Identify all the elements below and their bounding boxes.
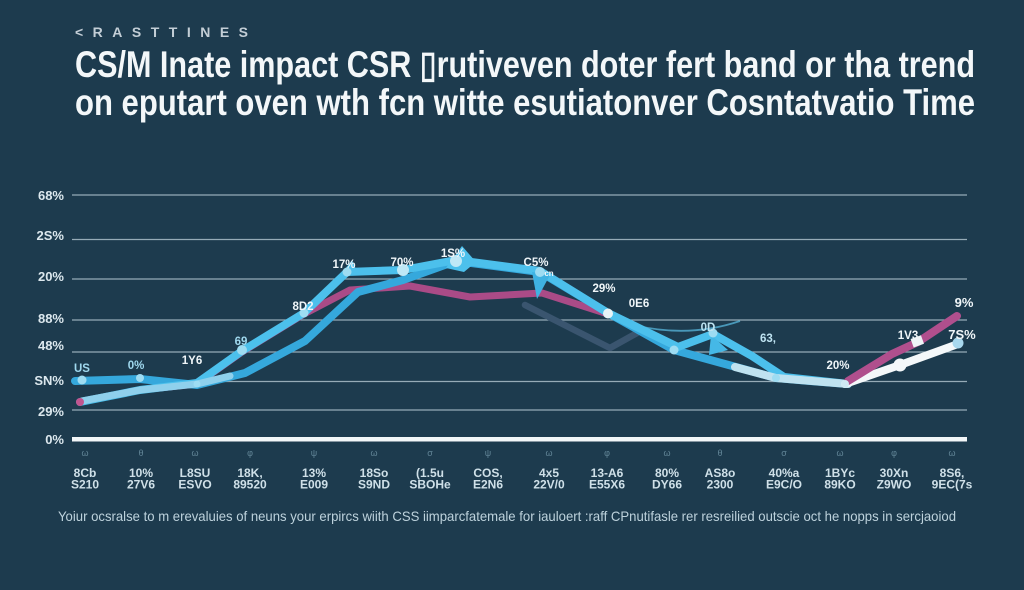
svg-text:89520: 89520 <box>233 478 267 492</box>
svg-text:1BYc: 1BYc <box>825 466 855 480</box>
svg-text:29%: 29% <box>592 283 615 295</box>
svg-text:63,: 63, <box>760 333 776 345</box>
svg-text:on eputart oven wth fcn witte: on eputart oven wth fcn witte esutiatonv… <box>75 82 975 123</box>
svg-text:9%: 9% <box>955 295 974 310</box>
svg-text:29%: 29% <box>38 404 64 419</box>
svg-text:13-A6: 13-A6 <box>591 466 624 480</box>
svg-text:1V3: 1V3 <box>898 330 918 342</box>
svg-text:17%: 17% <box>332 259 355 271</box>
svg-text:L8SU: L8SU <box>180 466 211 480</box>
svg-text:8S6,: 8S6, <box>940 466 965 480</box>
svg-text:10%: 10% <box>129 466 153 480</box>
svg-text:φ: φ <box>247 448 253 458</box>
svg-text:2300: 2300 <box>707 478 734 492</box>
svg-text:US: US <box>74 363 90 375</box>
svg-text:φ: φ <box>604 448 610 458</box>
svg-text:ω: ω <box>545 448 552 458</box>
svg-text:40%a: 40%a <box>769 466 800 480</box>
svg-text:18K,: 18K, <box>237 466 262 480</box>
svg-text:cn: cn <box>544 269 553 278</box>
svg-text:0%: 0% <box>45 432 64 447</box>
svg-text:σ: σ <box>427 448 433 458</box>
svg-text:E009: E009 <box>300 478 328 492</box>
svg-text:13%: 13% <box>302 466 326 480</box>
svg-text:0%: 0% <box>128 360 145 372</box>
svg-text:CS/M Inate impact CSR ▯rutivev: CS/M Inate impact CSR ▯rutiveven doter f… <box>75 44 975 85</box>
svg-text:2S%: 2S% <box>37 228 65 243</box>
svg-text:0E6: 0E6 <box>629 298 649 310</box>
svg-text:S9ND: S9ND <box>358 478 390 492</box>
svg-text:SN%: SN% <box>34 373 64 388</box>
svg-text:ω: ω <box>191 448 198 458</box>
svg-text:S210: S210 <box>71 478 99 492</box>
svg-text:0D: 0D <box>701 322 716 334</box>
svg-text:C5%: C5% <box>524 257 549 269</box>
svg-text:80%: 80% <box>655 466 679 480</box>
svg-text:(1.5u: (1.5u <box>416 466 444 480</box>
svg-text:20%: 20% <box>826 360 849 372</box>
svg-text:8Cb: 8Cb <box>74 466 97 480</box>
svg-text:ω: ω <box>81 448 88 458</box>
svg-text:4x5: 4x5 <box>539 466 559 480</box>
svg-text:1Y6: 1Y6 <box>182 355 202 367</box>
svg-text:22V/0: 22V/0 <box>533 478 565 492</box>
svg-text:69: 69 <box>235 336 248 348</box>
svg-text:AS8o: AS8o <box>705 466 736 480</box>
svg-text:φ: φ <box>891 448 897 458</box>
svg-text:θ: θ <box>138 448 143 458</box>
svg-text:ω: ω <box>948 448 955 458</box>
svg-text:E55X6: E55X6 <box>589 478 625 492</box>
svg-text:σ: σ <box>781 448 787 458</box>
svg-text:ω: ω <box>836 448 843 458</box>
svg-text:30Xn: 30Xn <box>880 466 909 480</box>
svg-text:ψ: ψ <box>311 448 317 458</box>
svg-text:COS,: COS, <box>473 466 502 480</box>
svg-text:88%: 88% <box>38 311 64 326</box>
svg-text:E9C/O: E9C/O <box>766 478 802 492</box>
svg-text:9EC(7s: 9EC(7s <box>932 478 973 492</box>
svg-text:DY66: DY66 <box>652 478 682 492</box>
svg-text:8D2: 8D2 <box>292 301 313 313</box>
svg-text:θ: θ <box>717 448 722 458</box>
svg-text:20%: 20% <box>38 269 64 284</box>
svg-text:<RASTTINES: <RASTTINES <box>75 24 258 40</box>
svg-text:SBOHe: SBOHe <box>409 478 451 492</box>
svg-text:48%: 48% <box>38 338 64 353</box>
svg-text:89KO: 89KO <box>824 478 855 492</box>
svg-text:ω: ω <box>663 448 670 458</box>
svg-text:18So: 18So <box>360 466 389 480</box>
svg-text:ψ: ψ <box>485 448 491 458</box>
svg-text:Z9WO: Z9WO <box>877 478 912 492</box>
svg-text:E2N6: E2N6 <box>473 478 503 492</box>
svg-text:70%: 70% <box>390 257 413 269</box>
svg-text:27V6: 27V6 <box>127 478 155 492</box>
svg-text:ESVO: ESVO <box>178 478 211 492</box>
svg-text:1S%: 1S% <box>441 248 465 260</box>
svg-text:7S%: 7S% <box>948 327 976 342</box>
svg-text:ω: ω <box>370 448 377 458</box>
svg-text:Yoiur ocsralse to m erevaluies: Yoiur ocsralse to m erevaluies of neuns … <box>58 508 956 524</box>
svg-text:68%: 68% <box>38 188 64 203</box>
